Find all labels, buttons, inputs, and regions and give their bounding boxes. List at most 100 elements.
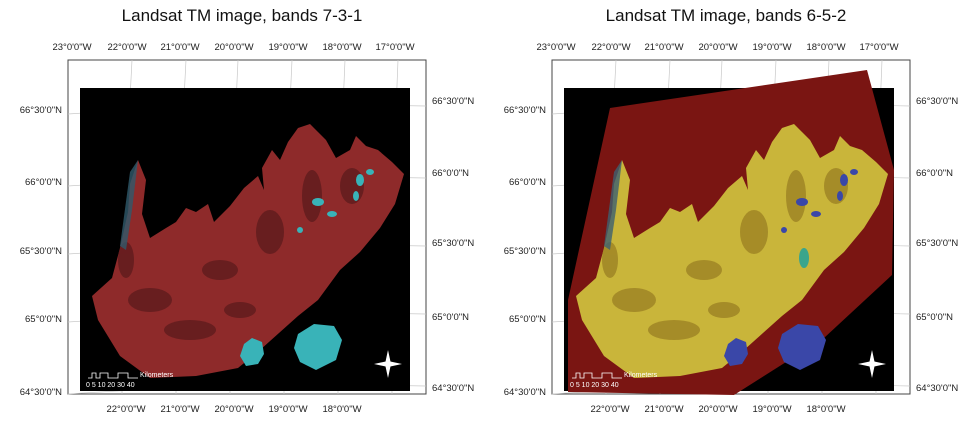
- terrain-patch: [686, 260, 722, 280]
- snow-patch: [297, 227, 303, 233]
- snow-patch: [312, 198, 324, 206]
- latitude-label-left: 64°30'0"N: [20, 387, 62, 398]
- snow-patch: [327, 211, 337, 217]
- scale-unit-label: Kilometers: [624, 372, 658, 379]
- latitude-label-left: 65°0'0"N: [25, 314, 62, 325]
- longitude-label-bottom: 22°0'0"W: [590, 404, 629, 415]
- longitude-label-bottom: 19°0'0"W: [268, 404, 307, 415]
- scale-bar-segments: [88, 372, 138, 379]
- ice-cap-east: [778, 324, 826, 370]
- terrain-patch: [740, 210, 768, 254]
- scale-bar: Kilometers 0 5 10 20 30 40: [570, 372, 658, 389]
- terrain-patch: [164, 320, 216, 340]
- longitude-label-top: 22°0'0"W: [107, 42, 146, 53]
- longitude-label-bottom: 18°0'0"W: [322, 404, 361, 415]
- terrain-patch: [302, 170, 322, 222]
- map-title: Landsat TM image, bands 7-3-1: [121, 6, 363, 25]
- latitude-label-left: 66°30'0"N: [20, 105, 62, 116]
- scale-unit-label: Kilometers: [140, 372, 174, 379]
- map-title: Landsat TM image, bands 6-5-2: [605, 6, 847, 25]
- ice-cap-west: [240, 338, 264, 366]
- map-panel-right: Landsat TM image, bands 6-5-2 Kilometers…: [484, 0, 968, 441]
- longitude-label-top: 23°0'0"W: [52, 42, 91, 53]
- coordinate-labels: 23°0'0"W 22°0'0"W 21°0'0"W 20°0'0"W 19°0'0"W…: [504, 42, 959, 415]
- latitude-label-right: 65°30'0"N: [432, 238, 474, 249]
- longitude-label-top: 19°0'0"W: [752, 42, 791, 53]
- longitude-label-bottom: 20°0'0"W: [214, 404, 253, 415]
- longitude-label-top: 17°0'0"W: [859, 42, 898, 53]
- north-arrow-horizontal: [858, 361, 886, 367]
- scale-bar: Kilometers 0 5 10 20 30 40: [86, 372, 174, 389]
- western-strip: [604, 160, 622, 250]
- snow-patch: [353, 191, 359, 201]
- ice-caps: [240, 169, 374, 370]
- longitude-label-top: 18°0'0"W: [322, 42, 361, 53]
- longitude-label-top: 21°0'0"W: [160, 42, 199, 53]
- western-strip: [120, 160, 138, 250]
- snow-patch: [850, 169, 858, 175]
- north-arrow-icon: [858, 350, 886, 378]
- terrain-patch: [602, 242, 618, 278]
- latitude-label-right: 66°30'0"N: [916, 96, 958, 107]
- terrain-patch: [708, 302, 740, 318]
- snow-patch: [366, 169, 374, 175]
- terrain-patch: [224, 302, 256, 318]
- latitude-label-right: 64°30'0"N: [916, 383, 958, 394]
- terrain-shading: [118, 168, 364, 340]
- terrain-patch: [128, 288, 172, 312]
- scale-bar-segments: [572, 372, 622, 379]
- longitude-label-top: 17°0'0"W: [375, 42, 414, 53]
- terrain-patch: [256, 210, 284, 254]
- latitude-label-right: 65°30'0"N: [916, 238, 958, 249]
- longitude-label-bottom: 19°0'0"W: [752, 404, 791, 415]
- longitude-label-top: 21°0'0"W: [644, 42, 683, 53]
- landmass: [92, 124, 404, 378]
- map-frame: Kilometers 0 5 10 20 30 40 23°0'0"W 22°0'0"…: [20, 42, 475, 415]
- snow-patch: [796, 198, 808, 206]
- north-arrow-horizontal: [374, 361, 402, 367]
- longitude-label-top: 23°0'0"W: [536, 42, 575, 53]
- latitude-label-right: 65°0'0"N: [432, 312, 469, 323]
- latitude-label-right: 66°30'0"N: [432, 96, 474, 107]
- longitude-label-top: 18°0'0"W: [806, 42, 845, 53]
- snow-patch: [781, 227, 787, 233]
- scale-tick-labels: 0 5 10 20 30 40: [86, 382, 135, 389]
- landmass: [576, 124, 888, 378]
- latitude-label-left: 65°30'0"N: [504, 246, 546, 257]
- terrain-patch: [824, 168, 848, 204]
- ice-caps: [724, 169, 858, 370]
- latitude-label-right: 64°30'0"N: [432, 383, 474, 394]
- map-panel-left: Landsat TM image, bands 7-3-1 Kilometers…: [20, 6, 475, 415]
- latitude-label-right: 66°0'0"N: [432, 168, 469, 179]
- wetland-patch: [799, 248, 809, 268]
- snow-patch: [356, 174, 364, 186]
- north-arrow-icon: [374, 350, 402, 378]
- snow-patch: [811, 211, 821, 217]
- longitude-label-top: 19°0'0"W: [268, 42, 307, 53]
- latitude-label-left: 66°0'0"N: [25, 177, 62, 188]
- longitude-label-top: 22°0'0"W: [591, 42, 630, 53]
- longitude-label-top: 20°0'0"W: [214, 42, 253, 53]
- ice-cap-east: [294, 324, 342, 370]
- terrain-patch: [118, 242, 134, 278]
- longitude-label-bottom: 21°0'0"W: [160, 404, 199, 415]
- latitude-label-right: 65°0'0"N: [916, 312, 953, 323]
- snow-patch: [840, 174, 848, 186]
- longitude-label-top: 20°0'0"W: [698, 42, 737, 53]
- terrain-patch: [612, 288, 656, 312]
- longitude-label-bottom: 22°0'0"W: [106, 404, 145, 415]
- latitude-label-left: 66°0'0"N: [509, 177, 546, 188]
- map-frame: Kilometers 0 5 10 20 30 40 23°0'0"W 22°0'0"…: [504, 42, 959, 415]
- terrain-patch: [786, 170, 806, 222]
- scale-tick-labels: 0 5 10 20 30 40: [570, 382, 619, 389]
- latitude-label-left: 65°30'0"N: [20, 246, 62, 257]
- latitude-label-left: 66°30'0"N: [504, 105, 546, 116]
- longitude-label-bottom: 21°0'0"W: [644, 404, 683, 415]
- snow-patch: [837, 191, 843, 201]
- longitude-label-bottom: 20°0'0"W: [698, 404, 737, 415]
- latitude-label-left: 65°0'0"N: [509, 314, 546, 325]
- ice-cap-west: [724, 338, 748, 366]
- terrain-patch: [340, 168, 364, 204]
- latitude-label-right: 66°0'0"N: [916, 168, 953, 179]
- terrain-patch: [648, 320, 700, 340]
